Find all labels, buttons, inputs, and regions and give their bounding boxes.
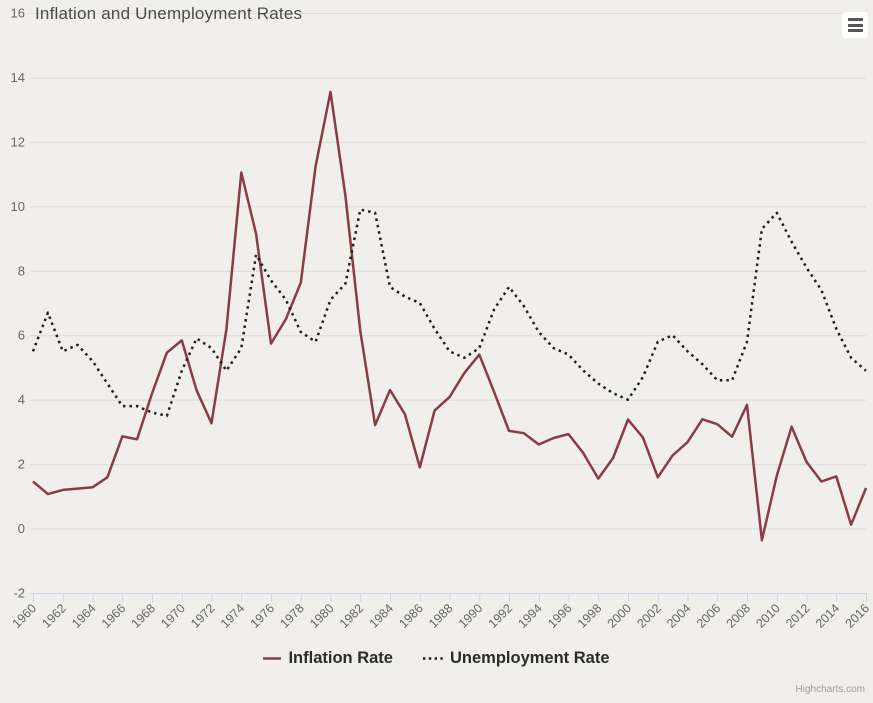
x-axis-label: 1960	[10, 601, 40, 631]
x-axis-label: 1988	[426, 601, 456, 631]
x-axis-label: 1990	[456, 601, 486, 631]
x-axis-label: 1980	[307, 601, 337, 631]
unemployment-rate-series-line	[31, 208, 867, 418]
y-axis-label: 10	[11, 199, 25, 214]
x-axis-label: 1994	[515, 601, 545, 631]
x-axis-label: 1992	[486, 601, 516, 631]
x-axis-label: 1964	[69, 601, 99, 631]
x-axis-label: 1972	[188, 601, 218, 631]
x-axis-label: 2000	[605, 601, 635, 631]
x-axis-label: 1984	[367, 601, 397, 631]
legend-item-inflation[interactable]: Inflation Rate	[263, 649, 393, 668]
hamburger-menu-icon	[847, 18, 863, 21]
x-axis-label: 2010	[753, 601, 783, 631]
x-axis-label: 2014	[813, 601, 843, 631]
legend-label-inflation: Inflation Rate	[288, 649, 393, 667]
unemployment-legend-marker-icon	[422, 657, 443, 660]
y-axis-label: 0	[18, 521, 25, 536]
x-axis-label: 1976	[248, 601, 278, 631]
x-axis-label: 1968	[129, 601, 159, 631]
inflation-legend-marker-icon	[263, 657, 282, 660]
inflation-rate-series-line	[32, 90, 868, 542]
y-axis-label: 14	[11, 70, 25, 85]
x-axis-label: 1998	[575, 601, 605, 631]
y-axis-label: -2	[13, 586, 25, 601]
x-axis-label: 2006	[694, 601, 724, 631]
x-axis-label: 1962	[39, 601, 69, 631]
x-axis-label: 1970	[158, 601, 188, 631]
x-axis-label: 2004	[664, 601, 694, 631]
y-axis-label: 6	[18, 328, 25, 343]
y-axis-label: 8	[18, 263, 25, 278]
highcharts-credits-link[interactable]: Highcharts.com	[795, 684, 865, 695]
y-axis-label: 12	[11, 134, 25, 149]
chart-legend: Inflation Rate Unemployment Rate	[0, 649, 873, 668]
x-axis-label: 2016	[843, 601, 873, 631]
x-axis-label: 1966	[99, 601, 129, 631]
context-menu-button[interactable]	[842, 12, 868, 38]
y-axis-label: 2	[18, 457, 25, 472]
x-axis-label: 1986	[396, 601, 426, 631]
chart-title: Inflation and Unemployment Rates	[35, 4, 303, 23]
x-axis-label: 2008	[724, 601, 754, 631]
x-axis-label: 2012	[783, 601, 813, 631]
y-axis-label: 16	[11, 6, 25, 21]
y-axis-label: 4	[18, 392, 25, 407]
x-axis-label: 2002	[634, 601, 664, 631]
x-axis-label: 1996	[545, 601, 575, 631]
chart-plot-area: 1960 1962 1964 1966 1968 1970 1972 1974 1976 1978…	[10, 6, 873, 631]
legend-label-unemployment: Unemployment Rate	[449, 649, 610, 667]
x-axis-label: 1974	[218, 601, 248, 631]
legend-item-unemployment[interactable]: Unemployment Rate	[422, 649, 610, 668]
x-axis-label: 1982	[337, 601, 367, 631]
x-axis-label: 1978	[277, 601, 307, 631]
